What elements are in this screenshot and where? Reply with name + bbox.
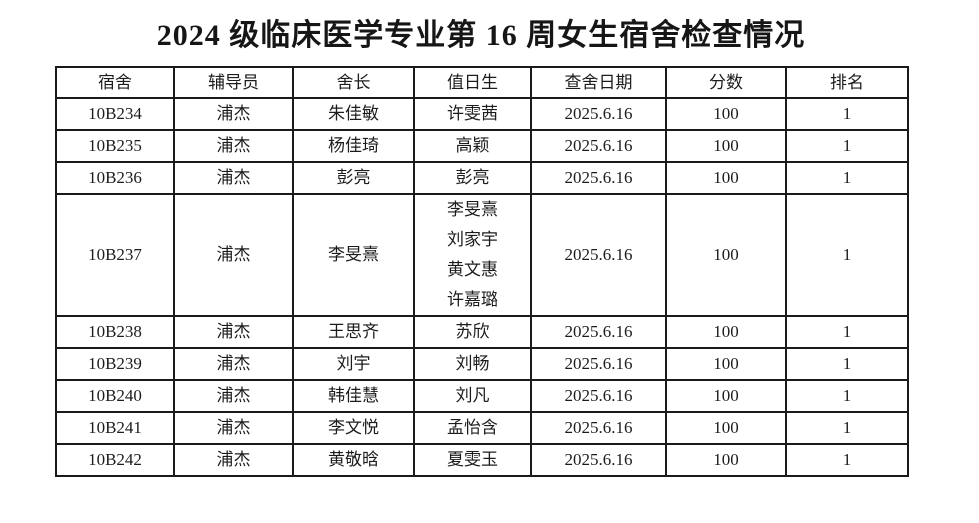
cell-dorm: 10B237 [55,193,175,317]
column-header-score: 分数 [665,66,787,99]
duty-student-name: 苏欣 [455,322,490,341]
cell-dorm: 10B236 [55,161,175,195]
column-header-leader: 舍长 [292,66,415,99]
table-header-row: 宿舍 辅导员 舍长 值日生 查舍日期 分数 排名 [55,66,909,99]
cell-rank: 1 [785,315,909,349]
cell-leader: 刘宇 [292,347,415,381]
cell-duty: 夏雯玉 [413,443,532,477]
cell-dorm: 10B240 [55,379,175,413]
cell-leader: 李旻熹 [292,193,415,317]
cell-date: 2025.6.16 [530,161,667,195]
cell-counselor: 浦杰 [173,411,294,445]
table-row: 10B240 浦杰 韩佳慧 刘凡 2025.6.16 100 1 [55,379,909,413]
cell-rank: 1 [785,443,909,477]
cell-score: 100 [665,379,787,413]
cell-counselor: 浦杰 [173,379,294,413]
cell-date: 2025.6.16 [530,411,667,445]
cell-leader: 韩佳慧 [292,379,415,413]
cell-rank: 1 [785,411,909,445]
cell-score: 100 [665,443,787,477]
duty-student-name: 刘家宇 [447,230,498,249]
cell-counselor: 浦杰 [173,161,294,195]
cell-date: 2025.6.16 [530,97,667,131]
cell-score: 100 [665,411,787,445]
table-row: 10B236 浦杰 彭亮 彭亮 2025.6.16 100 1 [55,161,909,195]
column-header-dorm: 宿舍 [55,66,175,99]
table-row: 10B234 浦杰 朱佳敏 许雯茜 2025.6.16 100 1 [55,97,909,131]
cell-date: 2025.6.16 [530,193,667,317]
cell-duty: 刘凡 [413,379,532,413]
cell-dorm: 10B239 [55,347,175,381]
cell-duty: 高颖 [413,129,532,163]
cell-rank: 1 [785,193,909,317]
cell-duty: 彭亮 [413,161,532,195]
cell-counselor: 浦杰 [173,315,294,349]
cell-dorm: 10B241 [55,411,175,445]
duty-student-name: 许雯茜 [447,104,498,123]
duty-student-name: 黄文惠 [447,260,498,279]
cell-counselor: 浦杰 [173,347,294,381]
duty-student-name: 高颖 [455,136,490,155]
cell-score: 100 [665,315,787,349]
column-header-duty: 值日生 [413,66,532,99]
cell-leader: 王思齐 [292,315,415,349]
cell-score: 100 [665,97,787,131]
duty-student-name: 孟怡含 [447,418,498,437]
duty-student-name: 刘畅 [455,354,490,373]
cell-leader: 彭亮 [292,161,415,195]
duty-student-name: 刘凡 [455,386,490,405]
table-row: 10B238 浦杰 王思齐 苏欣 2025.6.16 100 1 [55,315,909,349]
cell-rank: 1 [785,129,909,163]
cell-counselor: 浦杰 [173,193,294,317]
column-header-counselor: 辅导员 [173,66,294,99]
cell-score: 100 [665,193,787,317]
duty-student-name: 彭亮 [455,168,490,187]
cell-counselor: 浦杰 [173,129,294,163]
cell-score: 100 [665,347,787,381]
duty-student-name: 许嘉璐 [447,290,498,309]
cell-duty: 苏欣 [413,315,532,349]
cell-date: 2025.6.16 [530,315,667,349]
cell-duty: 刘畅 [413,347,532,381]
cell-duty: 孟怡含 [413,411,532,445]
table-row: 10B241 浦杰 李文悦 孟怡含 2025.6.16 100 1 [55,411,909,445]
cell-rank: 1 [785,161,909,195]
duty-student-name: 夏雯玉 [447,450,498,469]
cell-dorm: 10B235 [55,129,175,163]
cell-date: 2025.6.16 [530,129,667,163]
table-row: 10B237 浦杰 李旻熹 李旻熹 刘家宇 黄文惠 许嘉璐 2025.6.16 100 1 [55,193,909,317]
duty-student-name: 李旻熹 [447,200,498,219]
cell-date: 2025.6.16 [530,379,667,413]
table-row: 10B239 浦杰 刘宇 刘畅 2025.6.16 100 1 [55,347,909,381]
cell-dorm: 10B238 [55,315,175,349]
page-title: 2024 级临床医学专业第 16 周女生宿舍检查情况 [156,19,806,52]
cell-counselor: 浦杰 [173,443,294,477]
table-row: 10B242 浦杰 黄敬晗 夏雯玉 2025.6.16 100 1 [55,443,909,477]
cell-dorm: 10B242 [55,443,175,477]
cell-score: 100 [665,161,787,195]
table-row: 10B235 浦杰 杨佳琦 高颖 2025.6.16 100 1 [55,129,909,163]
cell-leader: 朱佳敏 [292,97,415,131]
cell-rank: 1 [785,379,909,413]
dorm-inspection-table: 宿舍 辅导员 舍长 值日生 查舍日期 分数 排名 10B234 浦杰 朱佳敏 许雯茜 2025.6.… [55,66,909,477]
cell-duty: 李旻熹刘家宇黄文惠许嘉璐 [413,193,532,317]
cell-score: 100 [665,129,787,163]
cell-date: 2025.6.16 [530,347,667,381]
cell-leader: 杨佳琦 [292,129,415,163]
cell-rank: 1 [785,347,909,381]
cell-leader: 李文悦 [292,411,415,445]
cell-leader: 黄敬晗 [292,443,415,477]
column-header-rank: 排名 [785,66,909,99]
column-header-date: 查舍日期 [530,66,667,99]
cell-dorm: 10B234 [55,97,175,131]
cell-counselor: 浦杰 [173,97,294,131]
cell-rank: 1 [785,97,909,131]
cell-duty: 许雯茜 [413,97,532,131]
cell-date: 2025.6.16 [530,443,667,477]
